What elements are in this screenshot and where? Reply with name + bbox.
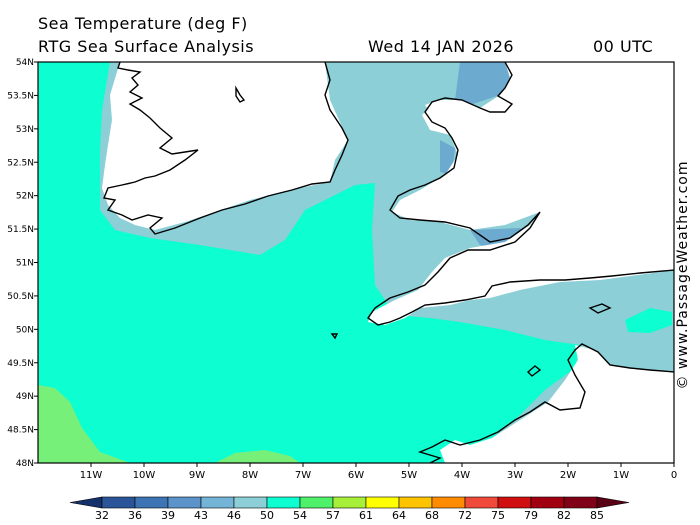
legend-label: 50: [260, 509, 274, 522]
lon-tick-label: 10W: [133, 470, 156, 481]
lon-tick-label: 7W: [295, 470, 311, 481]
legend-swatch: [101, 496, 136, 509]
coastlines: [103, 62, 674, 463]
lon-tick-label: 4W: [454, 470, 470, 481]
legend-label: 61: [359, 509, 373, 522]
sea-57f-region-south: [215, 450, 300, 463]
lon-tick-label: 3W: [507, 470, 523, 481]
ireland-land: [102, 62, 348, 230]
legend-swatch: [299, 496, 334, 509]
legend-swatch: [332, 496, 367, 509]
legend-label: 64: [392, 509, 406, 522]
lon-tick-label: 11W: [80, 470, 103, 481]
france-land: [440, 345, 674, 463]
channel-islands-coastline: [526, 365, 542, 377]
lat-tick-label: 53N: [16, 125, 34, 135]
legend-swatch: [200, 496, 235, 509]
ireland-coastline: [103, 62, 349, 235]
temperature-legend: 32 36 39 43 46 50 54 57 61 64 68 72 75 79 82 85: [69, 496, 630, 522]
analysis-date: Wed 14 JAN 2026: [368, 37, 515, 56]
legend-label: 39: [161, 509, 175, 522]
legend-swatch: [530, 496, 565, 509]
france-coastline: [417, 343, 674, 463]
legend-label: 57: [326, 509, 340, 522]
lon-tick-label: 1W: [613, 470, 629, 481]
lat-tick-label: 48.5N: [7, 426, 34, 436]
legend-label: 79: [524, 509, 538, 522]
lon-tick-label: 6W: [348, 470, 364, 481]
legend-arrow-right: [596, 496, 630, 509]
legend-swatch: [431, 496, 466, 509]
lon-tick-label: 5W: [401, 470, 417, 481]
lat-tick-label: 49N: [16, 392, 34, 402]
legend-swatch: [398, 496, 433, 509]
scilly-isles-coastline: [330, 333, 339, 340]
legend-label: 75: [491, 509, 505, 522]
legend-swatch: [497, 496, 532, 509]
lon-tick-label: 8W: [242, 470, 258, 481]
analysis-subtitle: RTG Sea Surface Analysis: [38, 37, 255, 56]
legend-label: 46: [227, 509, 241, 522]
legend-arrow-left: [69, 496, 103, 509]
legend-label: 82: [557, 509, 571, 522]
sea-54f-patch: [625, 308, 672, 333]
latitude-axis: 54N 53.5N 53N 52.5N 52N 51.5N 51N 50.5N 50N 49.5N…: [7, 58, 38, 469]
lat-tick-label: 50N: [16, 325, 34, 335]
legend-swatch: [266, 496, 301, 509]
lat-tick-label: 50.5N: [7, 292, 34, 302]
legend-swatch: [563, 496, 598, 509]
lat-tick-label: 53.5N: [7, 91, 34, 101]
great-britain-coastline: [367, 62, 674, 326]
lon-tick-label: 9W: [189, 470, 205, 481]
longitude-axis: 11W 10W 9W 8W 7W 6W 5W 4W 3W 2W 1W 0: [80, 463, 677, 481]
watermark-text: © www.PassageWeather.com: [675, 160, 691, 390]
analysis-time: 00 UTC: [593, 37, 654, 56]
lon-tick-label: 0: [671, 470, 677, 481]
legend-label: 36: [128, 509, 142, 522]
lat-tick-label: 54N: [16, 58, 34, 68]
legend-label: 32: [95, 509, 109, 522]
map-area: [38, 62, 674, 463]
legend-label: 43: [194, 509, 208, 522]
legend-swatch: [134, 496, 169, 509]
lat-tick-label: 52.5N: [7, 158, 34, 168]
legend-label: 85: [590, 509, 604, 522]
lat-tick-label: 51.5N: [7, 225, 34, 235]
lat-tick-label: 48N: [16, 459, 34, 469]
legend-label: 72: [458, 509, 472, 522]
map-title: Sea Temperature (deg F): [38, 14, 248, 33]
legend-swatch: [464, 496, 499, 509]
lat-tick-label: 52N: [16, 192, 34, 202]
legend-label: 54: [293, 509, 307, 522]
watermark-container: © www.PassageWeather.com: [672, 150, 694, 400]
legend-label: 68: [425, 509, 439, 522]
sea-57f-region-sw: [38, 385, 130, 463]
legend-swatch: [167, 496, 202, 509]
lon-tick-label: 2W: [560, 470, 576, 481]
lat-tick-label: 49.5N: [7, 359, 34, 369]
legend-swatch: [233, 496, 268, 509]
isle-of-wight-coastline: [588, 303, 612, 314]
legend-swatch: [365, 496, 400, 509]
inland-lough-coastline: [235, 85, 246, 103]
lat-tick-label: 51N: [16, 259, 34, 269]
